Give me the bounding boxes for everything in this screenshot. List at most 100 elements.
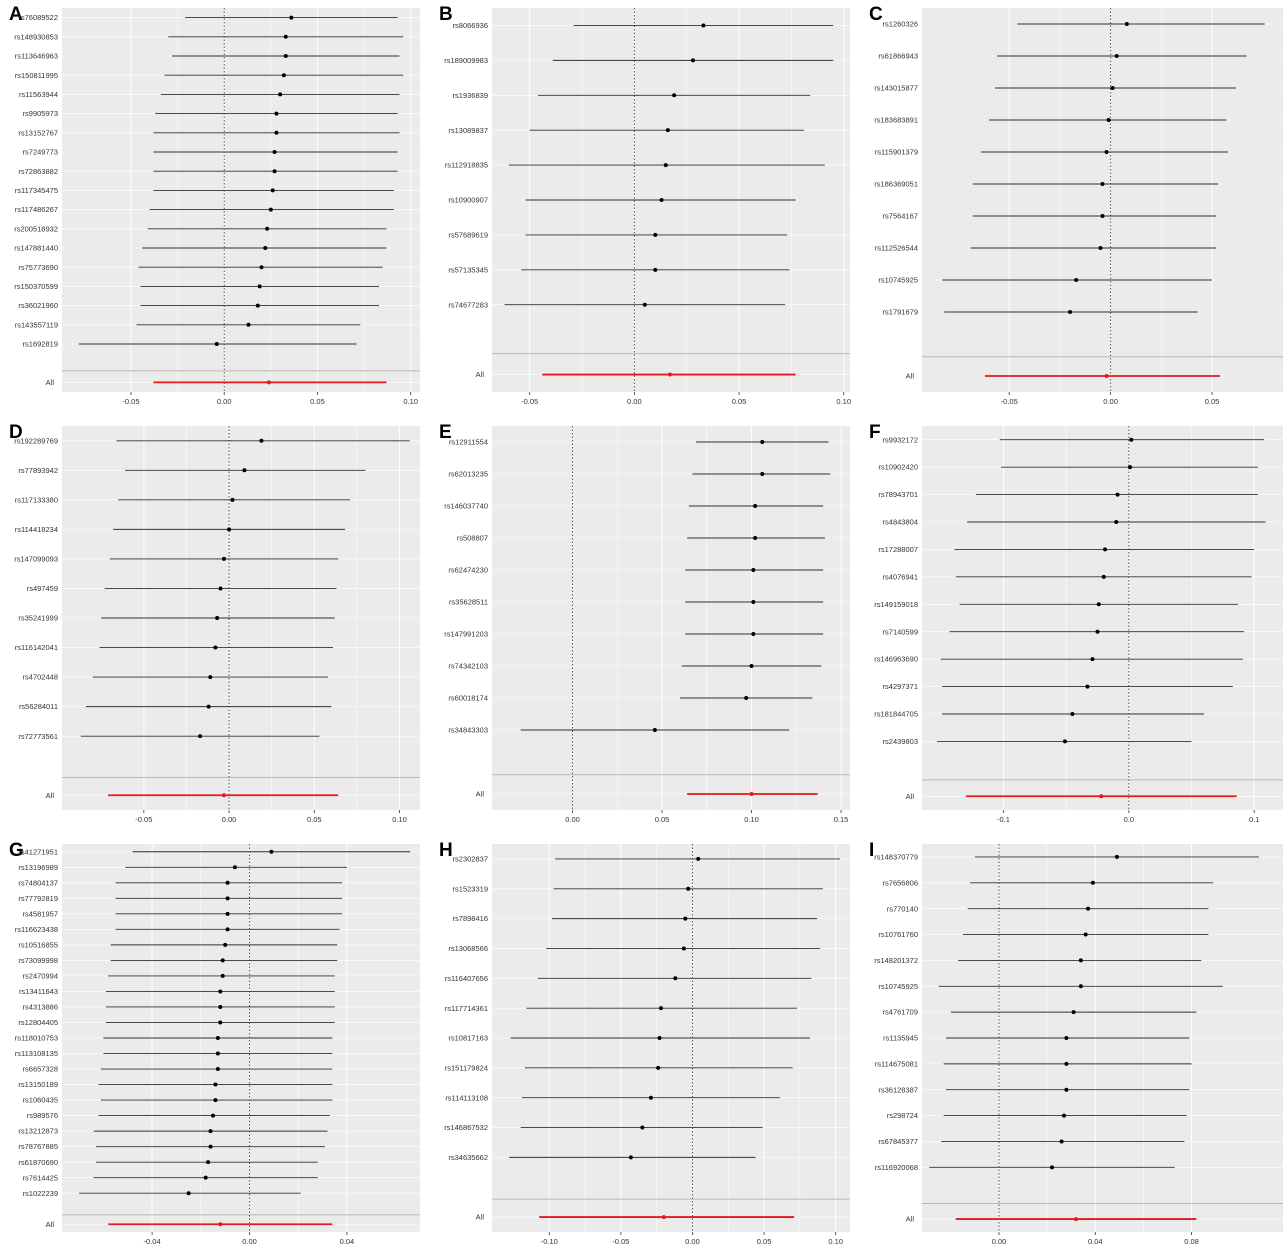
- snp-label: rs112526544: [875, 244, 918, 253]
- snp-label: rs61870690: [18, 1158, 58, 1167]
- summary-point: [749, 792, 754, 796]
- snp-label: rs148201372: [874, 956, 918, 965]
- effect-point: [265, 226, 270, 231]
- snp-label: rs508807: [457, 534, 488, 543]
- effect-point: [1085, 684, 1090, 689]
- panel-letter: G: [9, 840, 24, 861]
- snp-label: rs4581957: [23, 909, 58, 918]
- effect-point: [274, 111, 279, 116]
- snp-label: rs118010753: [15, 1034, 58, 1043]
- snp-label: rs1692819: [23, 340, 58, 349]
- effect-point: [1098, 246, 1103, 250]
- snp-label: rs62474230: [448, 566, 488, 575]
- snp-label: rs200518932: [14, 224, 58, 233]
- effect-point: [640, 1125, 645, 1130]
- effect-point: [1114, 854, 1119, 859]
- x-tick-label: 0.04: [340, 1237, 355, 1246]
- snp-label: rs114418234: [15, 525, 58, 534]
- effect-point: [701, 23, 706, 28]
- x-tick-label: 0.05: [1205, 397, 1220, 406]
- snp-label: rs7656806: [883, 878, 918, 887]
- effect-point: [1129, 437, 1134, 442]
- effect-point: [1096, 602, 1101, 607]
- x-tick-label: -0.05: [521, 397, 538, 406]
- snp-label: rs13068566: [448, 944, 488, 953]
- effect-point: [1062, 739, 1067, 744]
- effect-point: [653, 267, 658, 272]
- snp-label: rs57689619: [448, 231, 488, 240]
- x-tick-label: -0.05: [135, 815, 152, 824]
- effect-point: [218, 1004, 223, 1009]
- x-tick-label: 0.05: [310, 397, 325, 406]
- effect-point: [1100, 182, 1105, 186]
- snp-label: rs74804137: [18, 878, 58, 887]
- snp-label: rs6657328: [23, 1065, 58, 1074]
- effect-point: [663, 163, 668, 168]
- snp-label: rs57135345: [448, 265, 488, 274]
- effect-point: [272, 169, 277, 174]
- effect-point: [274, 130, 279, 135]
- effect-point: [683, 916, 688, 921]
- snp-label: rs147991203: [444, 630, 488, 639]
- summary-point: [221, 793, 226, 798]
- snp-label: rs298724: [887, 1111, 918, 1120]
- effect-point: [642, 302, 647, 307]
- summary-label: All: [46, 1220, 55, 1229]
- effect-point: [272, 150, 277, 154]
- snp-label: rs186369051: [874, 180, 918, 189]
- effect-point: [1106, 118, 1111, 122]
- snp-label: rs148930853: [14, 32, 58, 41]
- effect-point: [215, 1051, 220, 1056]
- effect-point: [659, 198, 664, 202]
- summary-label: All: [906, 792, 915, 801]
- panel-letter: D: [9, 422, 23, 443]
- snp-label: rs113646963: [15, 52, 58, 61]
- snp-label: rs35241999: [18, 614, 58, 623]
- effect-point: [1064, 1087, 1069, 1092]
- effect-point: [225, 927, 230, 932]
- snp-label: rs1523319: [453, 884, 488, 893]
- snp-label: rs117714361: [445, 1004, 488, 1013]
- snp-label: rs36128387: [878, 1085, 918, 1094]
- summary-point: [667, 372, 672, 377]
- snp-label: rs9932172: [883, 435, 918, 444]
- effect-point: [681, 946, 686, 951]
- effect-point: [1124, 22, 1129, 26]
- effect-point: [206, 704, 211, 709]
- snp-label: rs148370779: [874, 853, 918, 862]
- snp-label: rs146037740: [444, 502, 488, 511]
- plot-background: [922, 426, 1283, 810]
- effect-point: [653, 232, 658, 237]
- snp-label: rs13089837: [448, 126, 488, 135]
- plot-background: [922, 8, 1283, 392]
- x-tick-label: 0.00: [217, 397, 232, 406]
- effect-point: [246, 322, 251, 327]
- effect-point: [1114, 520, 1119, 524]
- snp-label: rs117133380: [15, 495, 58, 504]
- snp-label: rs770140: [887, 904, 918, 913]
- effect-point: [1095, 629, 1100, 634]
- snp-label: rs10761760: [878, 930, 918, 939]
- snp-label: rs10900907: [448, 196, 488, 205]
- snp-label: rs150811995: [15, 71, 58, 80]
- snp-label: rs10745925: [878, 276, 918, 285]
- effect-point: [753, 536, 758, 540]
- effect-point: [1086, 906, 1091, 911]
- effect-point: [673, 976, 678, 981]
- snp-label: rs989576: [27, 1111, 58, 1120]
- effect-point: [1090, 880, 1095, 885]
- summary-point: [266, 380, 271, 385]
- summary-label: All: [46, 378, 55, 387]
- snp-label: rs67845377: [878, 1137, 918, 1146]
- effect-point: [221, 556, 226, 561]
- effect-point: [215, 1067, 220, 1072]
- snp-label: rs10902420: [878, 463, 918, 472]
- effect-point: [242, 468, 247, 473]
- effect-point: [215, 616, 220, 620]
- plot-background: [62, 8, 420, 392]
- effect-point: [220, 973, 225, 978]
- effect-point: [186, 1191, 191, 1196]
- effect-point: [220, 958, 225, 963]
